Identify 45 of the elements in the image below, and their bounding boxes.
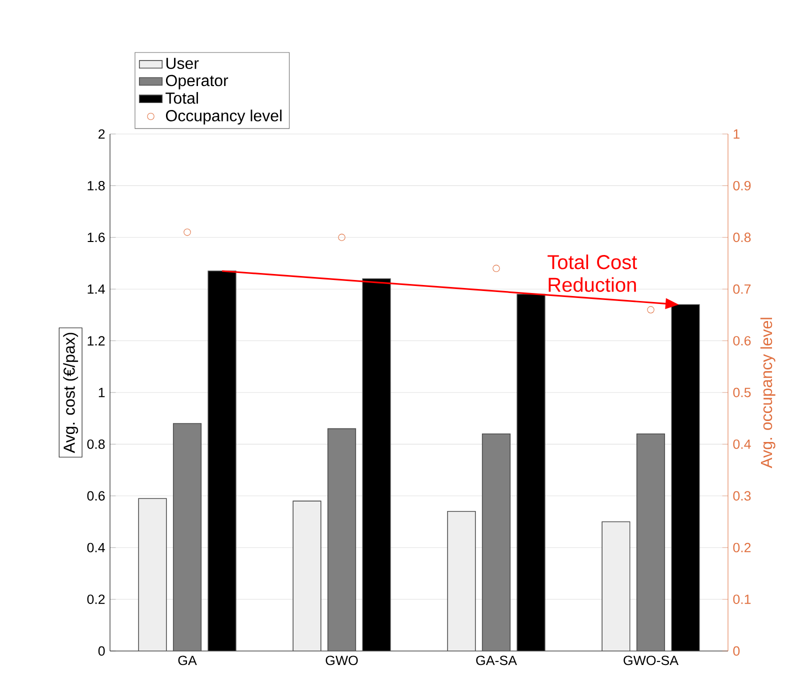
y-tick-label: 1.8 <box>88 180 105 190</box>
legend-label: Occupancy level <box>166 110 282 125</box>
bar <box>482 433 511 651</box>
y-tick-label: 1.2 <box>88 336 105 346</box>
y2-tick-label: 0.2 <box>733 542 751 552</box>
legend-label: User <box>166 58 199 70</box>
bar <box>172 423 202 651</box>
x-tick-label: GA <box>178 656 197 666</box>
y-tick-label: 2 <box>98 129 105 139</box>
bar <box>447 510 476 651</box>
y2-tick-label: 0 <box>733 646 740 656</box>
y2-tick-label: 0.5 <box>733 388 751 398</box>
x-tick-label: GWO-SA <box>624 656 678 666</box>
y-tick-label: 0.8 <box>87 439 105 449</box>
bar <box>138 498 167 651</box>
bar <box>292 500 322 651</box>
annotation: Total Cost Reduction <box>548 254 638 292</box>
bar <box>327 428 356 651</box>
y2-tick-label: 0.9 <box>733 180 751 190</box>
y2-tick-label: 0.7 <box>733 284 751 294</box>
legend-label: Total <box>166 92 198 104</box>
y2-tick-label: 0.4 <box>733 439 751 449</box>
y2-tick-label: 0.1 <box>733 594 751 604</box>
x-tick-label: GWO <box>326 656 358 666</box>
y2-tick-label: 0.3 <box>733 491 751 501</box>
point <box>184 228 191 236</box>
point <box>492 264 500 272</box>
y2-tick-label: 0.8 <box>733 232 751 242</box>
point <box>338 234 346 241</box>
y-tick-label: 1.4 <box>88 284 105 294</box>
x-tick-label: GA-SA <box>476 656 517 666</box>
y-axis-title: Avg. cost (€/pax) <box>63 332 78 454</box>
y2-tick-label: 1 <box>734 129 740 139</box>
point <box>647 306 654 314</box>
y-tick-label: 0 <box>98 646 105 656</box>
legend-label: Operator <box>166 74 228 90</box>
y-tick-label: 0.6 <box>87 491 105 501</box>
bar <box>636 433 666 651</box>
y-tick-label: 1.6 <box>88 232 105 242</box>
y-tick-label: 0.2 <box>87 594 105 604</box>
bar <box>602 521 630 651</box>
y-tick-label: 1 <box>98 388 105 398</box>
y-tick-label: 0.4 <box>87 542 105 552</box>
y2-axis-title: Avg. occupancy level <box>760 318 776 468</box>
y2-tick-label: 0.6 <box>733 336 751 346</box>
